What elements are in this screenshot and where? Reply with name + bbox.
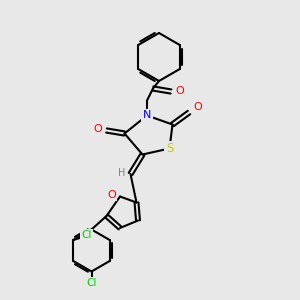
Text: O: O <box>193 102 202 112</box>
Text: H: H <box>118 167 126 178</box>
Text: N: N <box>143 110 151 121</box>
Text: O: O <box>93 124 102 134</box>
Text: O: O <box>107 190 116 200</box>
Text: Cl: Cl <box>86 278 97 288</box>
Text: Cl: Cl <box>82 230 92 241</box>
Text: O: O <box>176 86 184 97</box>
Text: S: S <box>166 142 173 155</box>
